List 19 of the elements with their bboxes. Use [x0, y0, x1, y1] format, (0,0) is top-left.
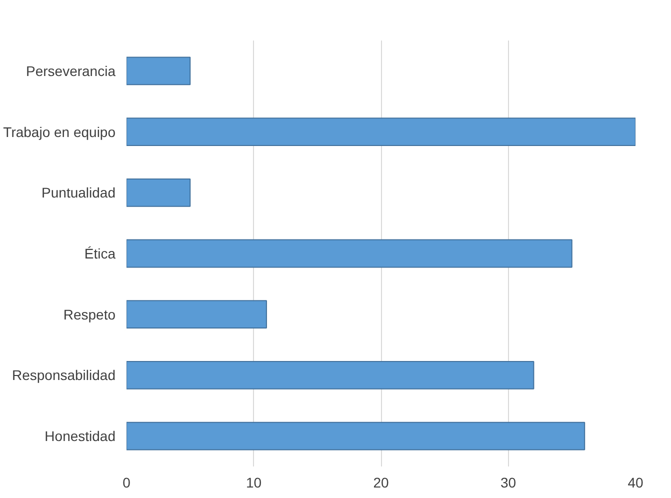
y-tick-label: Ética — [84, 246, 116, 262]
y-tick-label: Trabajo en equipo — [3, 124, 116, 140]
x-tick-label: 40 — [628, 474, 644, 490]
y-tick-label: Honestidad — [44, 428, 116, 444]
x-tick-label: 20 — [373, 474, 389, 490]
bar — [126, 422, 586, 450]
bar — [126, 300, 267, 329]
y-tick-label: Perseverancia — [26, 62, 116, 79]
x-tick-label: 10 — [246, 474, 262, 490]
bar — [126, 118, 636, 146]
x-tick-label: 0 — [122, 474, 131, 490]
bar — [126, 361, 534, 390]
y-tick-label: Respeto — [63, 306, 116, 322]
bar — [126, 56, 191, 86]
bar — [126, 239, 572, 268]
y-tick-label: Responsabilidad — [12, 367, 116, 384]
bar — [126, 178, 191, 207]
x-tick-label: 30 — [500, 474, 516, 490]
y-tick-label: Puntualidad — [42, 184, 116, 201]
